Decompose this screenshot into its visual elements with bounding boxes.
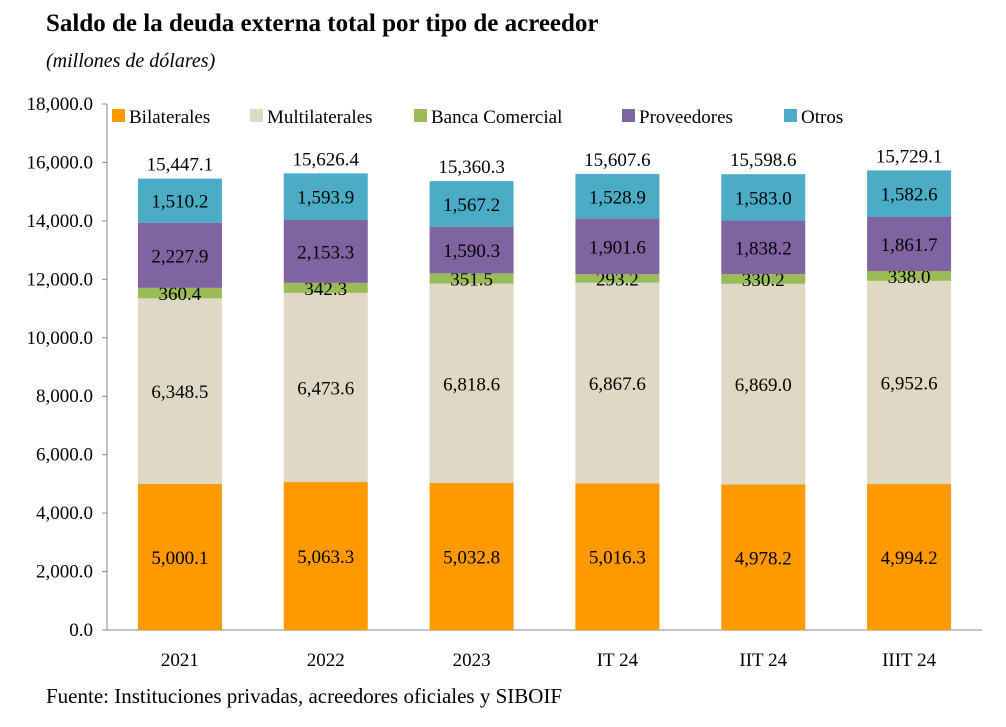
bar-segment (429, 181, 514, 227)
x-tick-label: IIT 24 (739, 650, 787, 671)
y-tick-label: 0.0 (69, 620, 93, 641)
data-label: 6,869.0 (735, 375, 792, 396)
bar-segment (137, 298, 222, 484)
data-label: 1,838.2 (735, 238, 792, 259)
data-label: 5,032.8 (443, 547, 500, 568)
y-tick-label: 16,000.0 (27, 152, 94, 173)
data-label: 6,818.6 (443, 374, 500, 395)
bar-segment (137, 222, 222, 288)
bar-segment (137, 178, 222, 223)
data-label: 1,593.9 (297, 188, 354, 209)
data-label: 1,901.6 (589, 237, 646, 258)
legend-swatch (622, 109, 635, 122)
bar-segment (575, 173, 660, 219)
y-tick-label: 14,000.0 (27, 211, 94, 232)
legend-swatch (784, 109, 797, 122)
legend-swatch (414, 109, 427, 122)
data-label: 2,227.9 (151, 246, 208, 267)
data-label: 1,590.3 (443, 241, 500, 262)
legend-swatch (250, 109, 263, 122)
x-tick-label: 2023 (453, 650, 491, 671)
bar-segment (429, 283, 514, 483)
x-tick-label: IT 24 (597, 650, 639, 671)
bar-segment (137, 287, 222, 299)
y-tick-label: 12,000.0 (27, 269, 94, 290)
data-label: 6,867.6 (589, 374, 646, 395)
data-label: 360.4 (159, 284, 202, 305)
legend-label: Banca Comercial (431, 107, 562, 128)
total-label: 15,447.1 (147, 155, 214, 176)
total-label: 15,598.6 (730, 150, 797, 171)
data-label: 6,473.6 (297, 378, 354, 399)
data-label: 5,016.3 (589, 548, 646, 569)
bar-segment (575, 274, 660, 283)
y-tick-label: 10,000.0 (27, 328, 94, 349)
legend-label: Multilaterales (267, 107, 373, 128)
y-tick-label: 8,000.0 (36, 386, 93, 407)
bar-segment (575, 218, 660, 275)
data-label: 1,861.7 (881, 235, 938, 256)
data-label: 1,582.6 (881, 184, 938, 205)
data-label: 1,510.2 (151, 192, 208, 213)
bar-segment (867, 484, 952, 630)
bar-segment (721, 220, 806, 275)
bar-segment (429, 273, 514, 284)
data-label: 5,063.3 (297, 547, 354, 568)
x-tick-label: 2021 (161, 650, 199, 671)
bar-segment (867, 271, 952, 281)
bar-segment (867, 216, 952, 272)
bar-segment (429, 226, 514, 274)
bar-segment (429, 482, 514, 630)
bar-segment (721, 174, 806, 221)
data-label: 4,994.2 (881, 548, 938, 569)
data-label: 338.0 (888, 267, 931, 288)
data-label: 6,952.6 (881, 373, 938, 394)
source-note: Fuente: Instituciones privadas, acreedor… (46, 684, 563, 708)
data-label: 342.3 (304, 279, 347, 300)
x-tick-label: IIIT 24 (882, 650, 936, 671)
bar-segment (575, 282, 660, 484)
y-tick-label: 18,000.0 (27, 94, 94, 115)
bar-segment (575, 483, 660, 630)
data-label: 1,528.9 (589, 187, 646, 208)
bar-segment (283, 173, 368, 220)
legend-label: Otros (801, 107, 843, 128)
data-label: 1,583.0 (735, 188, 792, 209)
data-label: 4,978.2 (735, 548, 792, 569)
total-label: 15,729.1 (876, 146, 943, 167)
data-label: 5,000.1 (151, 548, 208, 569)
chart-title: Saldo de la deuda externa total por tipo… (46, 10, 599, 37)
data-label: 6,348.5 (151, 382, 208, 403)
bar-segment (283, 282, 368, 293)
data-label: 351.5 (450, 270, 493, 291)
total-label: 15,360.3 (438, 157, 505, 178)
y-tick-label: 2,000.0 (36, 562, 93, 583)
data-label: 293.2 (596, 269, 639, 290)
data-label: 1,567.2 (443, 195, 500, 216)
chart-subtitle: (millones de dólares) (46, 50, 216, 72)
legend-label: Bilaterales (129, 107, 210, 128)
legend-label: Proveedores (639, 107, 733, 128)
total-label: 15,626.4 (293, 149, 360, 170)
data-label: 2,153.3 (297, 242, 354, 263)
y-tick-label: 4,000.0 (36, 503, 93, 524)
data-label: 330.2 (742, 270, 785, 291)
x-tick-label: 2022 (307, 650, 345, 671)
bar-segment (721, 283, 806, 485)
bar-segment (137, 483, 222, 630)
bar-segment (283, 219, 368, 283)
bar-segment (721, 274, 806, 284)
legend-swatch (112, 109, 125, 122)
bar-segment (867, 280, 952, 485)
bar-segment (283, 292, 368, 483)
bar-segment (283, 482, 368, 630)
total-label: 15,607.6 (584, 150, 651, 171)
y-tick-label: 6,000.0 (36, 445, 93, 466)
bar-segment (867, 170, 952, 217)
bar-segment (721, 484, 806, 630)
